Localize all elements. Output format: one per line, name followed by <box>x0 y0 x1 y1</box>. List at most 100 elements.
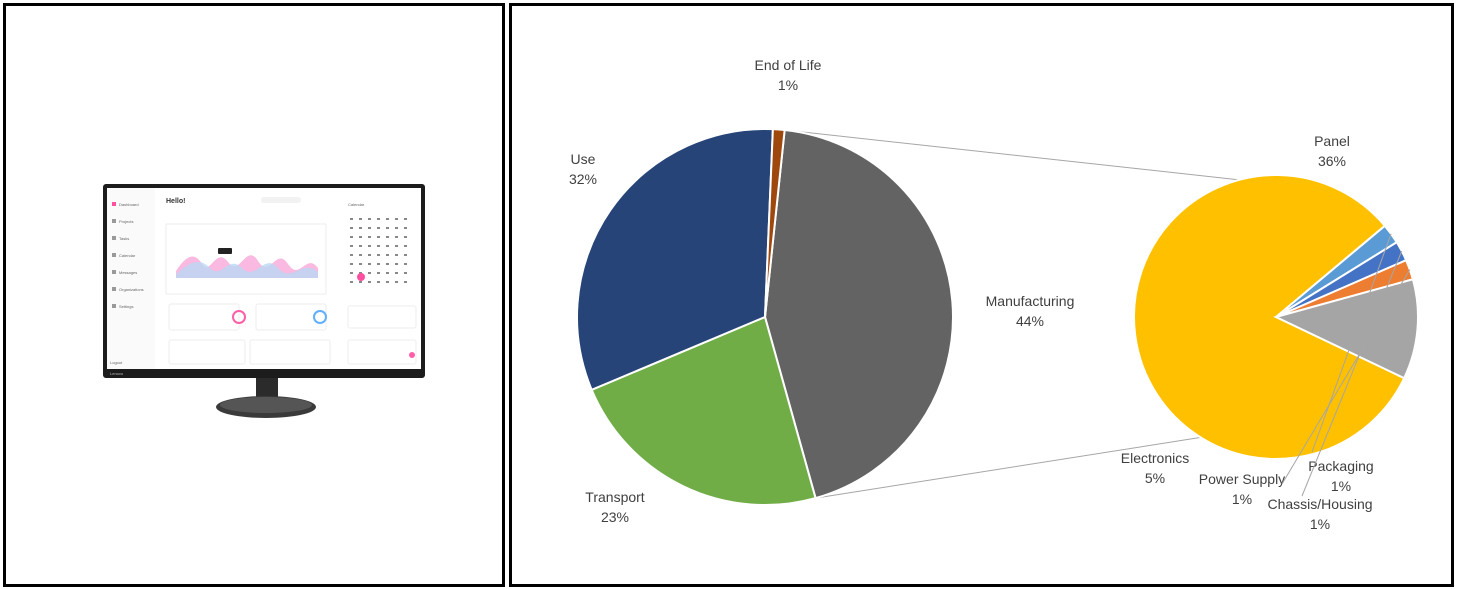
calendar-selected-day <box>357 273 365 281</box>
calendar-day <box>386 245 389 247</box>
label-name-packaging: Packaging <box>1308 458 1373 474</box>
slice-transport <box>590 315 817 506</box>
calendar-day <box>386 272 389 274</box>
leader-chassis-housing <box>1301 250 1403 497</box>
calendar-day <box>404 272 407 274</box>
calendar-day <box>368 245 371 247</box>
calendar-day <box>404 236 407 238</box>
calendar-day <box>350 218 353 220</box>
slice-electronics <box>1273 278 1419 380</box>
leader-packaging <box>1311 233 1392 453</box>
sidebar-label-calendar: Calendar <box>119 253 136 258</box>
secondary-pie <box>1133 174 1419 460</box>
sidebar-item-messages: Messages <box>112 270 137 275</box>
label-value-transport: 23% <box>601 509 629 525</box>
calendar-day <box>377 254 380 256</box>
label-value-packaging: 1% <box>1331 478 1351 494</box>
calendar-day <box>350 236 353 238</box>
calendar-day <box>404 245 407 247</box>
label-end-of-life: End of Life 1% <box>755 57 822 93</box>
label-value-electronics: 5% <box>1145 470 1165 486</box>
calendar-day <box>359 263 362 265</box>
screen-search <box>261 197 301 203</box>
screen-title: Hello! <box>166 198 185 205</box>
right-panel: Manufacturing 44% Transport 23% Use 32% End of… <box>509 3 1454 587</box>
screen-sidebar: Dashboard Projects Tasks Calendar Messages Or… <box>112 202 144 309</box>
calendar-day <box>350 254 353 256</box>
calendar-day <box>377 263 380 265</box>
label-transport: Transport 23% <box>585 489 645 525</box>
calendar-title: Calendar <box>348 202 365 207</box>
calendar-day <box>359 272 362 274</box>
label-panel: Panel 36% <box>1314 133 1350 169</box>
label-chassis-housing: Chassis/Housing 1% <box>1267 496 1372 532</box>
label-manufacturing: Manufacturing 44% <box>986 293 1075 329</box>
calendar-day <box>368 218 371 220</box>
calendar-day <box>368 236 371 238</box>
calendar-day <box>359 218 362 220</box>
calendar-day <box>359 236 362 238</box>
label-packaging: Packaging 1% <box>1308 458 1373 494</box>
slice-manufacturing <box>763 128 954 500</box>
calendar-day <box>377 281 380 283</box>
sidebar-item-calendar: Calendar <box>112 253 136 258</box>
label-value-manufacturing: 44% <box>1016 313 1044 329</box>
calendar-day <box>395 236 398 238</box>
sidebar-item-projects: Projects <box>112 219 133 224</box>
calendar-day <box>359 227 362 229</box>
data-labels: Manufacturing 44% Transport 23% Use 32% End of… <box>569 57 1411 532</box>
calendar-day <box>368 227 371 229</box>
connector-line-top <box>784 129 1240 181</box>
monitor-stand <box>216 374 316 418</box>
calendar-day <box>395 227 398 229</box>
sidebar-label-messages: Messages <box>119 270 137 275</box>
sidebar-item-organizations: Organizations <box>112 287 144 292</box>
sidebar-item-tasks: Tasks <box>112 236 129 241</box>
label-use: Use 32% <box>569 151 597 187</box>
calendar-day <box>350 281 353 283</box>
leader-power-supply <box>1281 269 1411 485</box>
label-name-chassis-housing: Chassis/Housing <box>1267 496 1372 512</box>
calendar-day <box>404 254 407 256</box>
brand-label: Lenovo <box>110 371 124 376</box>
connector-line-bottom <box>815 436 1201 499</box>
calendar-day <box>377 245 380 247</box>
monitor-screen: Dashboard Projects Tasks Calendar Messages Or… <box>107 188 421 376</box>
label-value-chassis-housing: 1% <box>1310 516 1330 532</box>
calendar-day <box>395 254 398 256</box>
calendar-day <box>404 263 407 265</box>
sidebar-label-dashboard: Dashboard <box>119 202 139 207</box>
slice-end-of-life <box>764 128 786 318</box>
calendar-day <box>386 263 389 265</box>
calendar-day <box>395 272 398 274</box>
calendar-day <box>404 218 407 220</box>
label-name-power-supply: Power Supply <box>1199 471 1285 487</box>
calendar-day <box>386 254 389 256</box>
slice-panel <box>1133 174 1406 460</box>
label-name-electronics: Electronics <box>1121 450 1189 466</box>
label-value-panel: 36% <box>1318 153 1346 169</box>
sidebar-item-settings: Settings <box>112 304 133 309</box>
calendar-day <box>368 254 371 256</box>
calendar-day <box>368 281 371 283</box>
calendar-day <box>359 254 362 256</box>
pie-of-pie-chart: Manufacturing 44% Transport 23% Use 32% End of… <box>569 57 1419 532</box>
calendar-day <box>368 272 371 274</box>
calendar-day <box>404 281 407 283</box>
label-value-power-supply: 1% <box>1232 491 1252 507</box>
sidebar-label-settings: Settings <box>119 304 133 309</box>
screen-calendar <box>350 218 407 283</box>
slice-use <box>576 128 774 392</box>
label-power-supply: Power Supply 1% <box>1199 471 1285 507</box>
calendar-day <box>404 227 407 229</box>
sidebar-label-organizations: Organizations <box>119 287 144 292</box>
monitor-illustration: Dashboard Projects Tasks Calendar Messages Or… <box>103 184 425 418</box>
calendar-day <box>386 227 389 229</box>
calendar-day <box>368 263 371 265</box>
calendar-day <box>359 281 362 283</box>
calendar-day <box>350 227 353 229</box>
calendar-day <box>395 263 398 265</box>
sidebar-label-tasks: Tasks <box>119 236 129 241</box>
label-name-panel: Panel <box>1314 133 1350 149</box>
calendar-day <box>377 272 380 274</box>
